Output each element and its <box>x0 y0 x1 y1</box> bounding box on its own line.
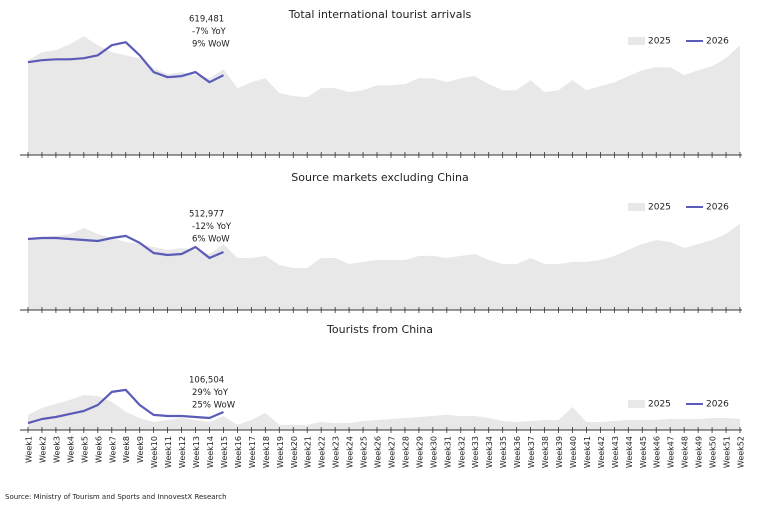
x-tick-label: Week8 <box>122 436 131 463</box>
legend-label: 2025 <box>648 37 671 47</box>
legend-swatch <box>628 37 645 45</box>
x-tick-label: Week48 <box>681 436 690 468</box>
x-tick-label: Week21 <box>304 436 313 468</box>
x-tick-label: Week35 <box>499 436 508 468</box>
x-tick-label: Week51 <box>723 436 732 468</box>
x-tick-label: Week28 <box>401 436 410 468</box>
x-tick-label: Week24 <box>346 436 355 468</box>
x-tick-label: Week19 <box>276 436 285 468</box>
panel-title: Tourists from China <box>326 323 433 336</box>
x-tick-label: Week32 <box>457 436 466 468</box>
x-tick-label: Week44 <box>625 436 634 468</box>
legend-label: 2026 <box>706 400 729 410</box>
x-tick-label: Week12 <box>178 436 187 468</box>
x-tick-label: Week30 <box>429 436 438 468</box>
panel-title: Total international tourist arrivals <box>288 8 472 21</box>
x-tick-label: Week27 <box>387 436 396 468</box>
x-tick-label: Week11 <box>164 436 173 468</box>
x-tick-label: Week20 <box>290 436 299 468</box>
x-tick-label: Week52 <box>737 436 746 468</box>
x-tick-label: Week7 <box>108 436 117 463</box>
line-2026 <box>27 388 224 425</box>
line-2026 <box>27 41 224 84</box>
annotation: 29% YoY <box>192 388 229 398</box>
x-tick-label: Week25 <box>360 436 369 468</box>
annotation: 619,481 <box>189 15 224 25</box>
x-tick-label: Week49 <box>695 436 704 468</box>
line-2026 <box>27 234 224 260</box>
x-tick-label: Week40 <box>569 436 578 468</box>
x-tick-label: Week1 <box>25 436 34 463</box>
x-tick-label: Week22 <box>318 436 327 468</box>
x-tick-label: Week23 <box>332 436 341 468</box>
annotation: -7% YoY <box>192 27 227 37</box>
legend-swatch <box>628 203 645 211</box>
x-tick-label: Week26 <box>374 436 383 468</box>
x-tick-label: Week14 <box>206 436 215 468</box>
x-tick-label: Week4 <box>66 436 75 463</box>
legend-label: 2026 <box>706 203 729 213</box>
x-tick-label: Week3 <box>52 436 61 463</box>
x-tick-label: Week6 <box>94 436 103 463</box>
x-tick-label: Week37 <box>527 436 536 468</box>
x-tick-label: Week36 <box>513 436 522 468</box>
x-tick-label: Week2 <box>38 436 47 463</box>
annotation: 106,504 <box>189 376 224 386</box>
x-tick-label: Week18 <box>262 436 271 468</box>
annotation: -12% YoY <box>192 222 232 232</box>
x-tick-label: Week29 <box>415 436 424 468</box>
legend-swatch <box>628 400 645 408</box>
x-tick-label: Week15 <box>220 436 229 468</box>
x-tick-label: Week9 <box>136 436 145 463</box>
x-tick-label: Week38 <box>541 436 550 468</box>
x-tick-label: Week50 <box>709 436 718 468</box>
x-tick-label: Week5 <box>80 436 89 463</box>
x-tick-label: Week41 <box>583 436 592 468</box>
area-2025 <box>28 36 740 156</box>
x-tick-label: Week46 <box>653 436 662 468</box>
x-tick-label: Week16 <box>234 436 243 468</box>
annotation: 6% WoW <box>192 235 230 245</box>
annotation: 25% WoW <box>192 401 236 411</box>
x-tick-label: Week13 <box>192 436 201 468</box>
x-tick-label: Week34 <box>485 436 494 468</box>
legend-label: 2025 <box>648 400 671 410</box>
annotation: 9% WoW <box>192 40 230 50</box>
area-2025 <box>28 395 740 430</box>
legend-label: 2025 <box>648 203 671 213</box>
source-note: Source: Ministry of Tourism and Sports a… <box>5 493 227 501</box>
x-tick-label: Week10 <box>150 436 159 468</box>
x-tick-label: Week33 <box>471 436 480 468</box>
x-tick-label: Week47 <box>667 436 676 468</box>
annotation: 512,977 <box>189 210 224 220</box>
area-2025 <box>28 223 740 310</box>
x-tick-label: Week31 <box>443 436 452 468</box>
x-tick-label: Week39 <box>555 436 564 468</box>
x-tick-label: Week43 <box>611 436 620 468</box>
legend-label: 2026 <box>706 37 729 47</box>
x-tick-label: Week17 <box>248 436 257 468</box>
x-tick-label: Week42 <box>597 436 606 468</box>
panel-title: Source markets excluding China <box>291 171 468 184</box>
x-tick-label: Week45 <box>639 436 648 468</box>
